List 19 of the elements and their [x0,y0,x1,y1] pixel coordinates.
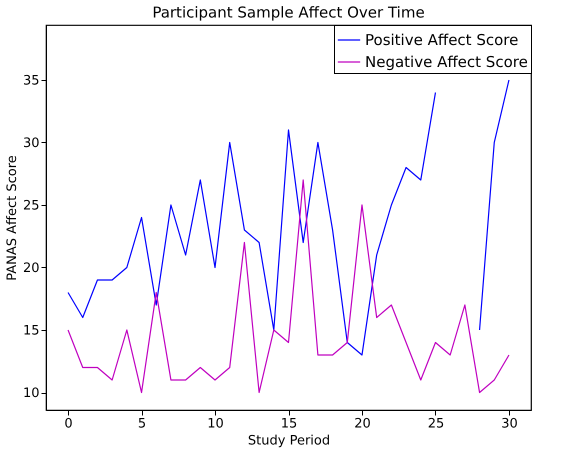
y-tick-label: 30 [22,136,40,151]
x-tick-label: 5 [138,416,146,432]
x-axis-title: Study Period [248,434,330,448]
x-tick-label: 10 [207,416,224,432]
y-axis-title: PANAS Affect Score [4,155,20,281]
y-tick-label: 10 [22,386,40,401]
x-tick-label: 0 [64,416,73,432]
y-tick-label: 15 [22,324,40,338]
legend-label: Negative Affect Score [365,53,528,71]
x-tick-label: 25 [428,416,444,432]
chart-title: Participant Sample Affect Over Time [152,4,425,22]
y-tick-label: 25 [22,198,40,214]
y-tick-label: 35 [22,74,40,88]
legend-label: Positive Affect Score [365,31,518,49]
line-series [67,179,510,394]
y-tick-label: 20 [22,261,40,276]
x-tick-label: 30 [501,416,518,432]
x-tick-label: 20 [354,416,371,432]
x-tick-label: 15 [280,416,298,432]
